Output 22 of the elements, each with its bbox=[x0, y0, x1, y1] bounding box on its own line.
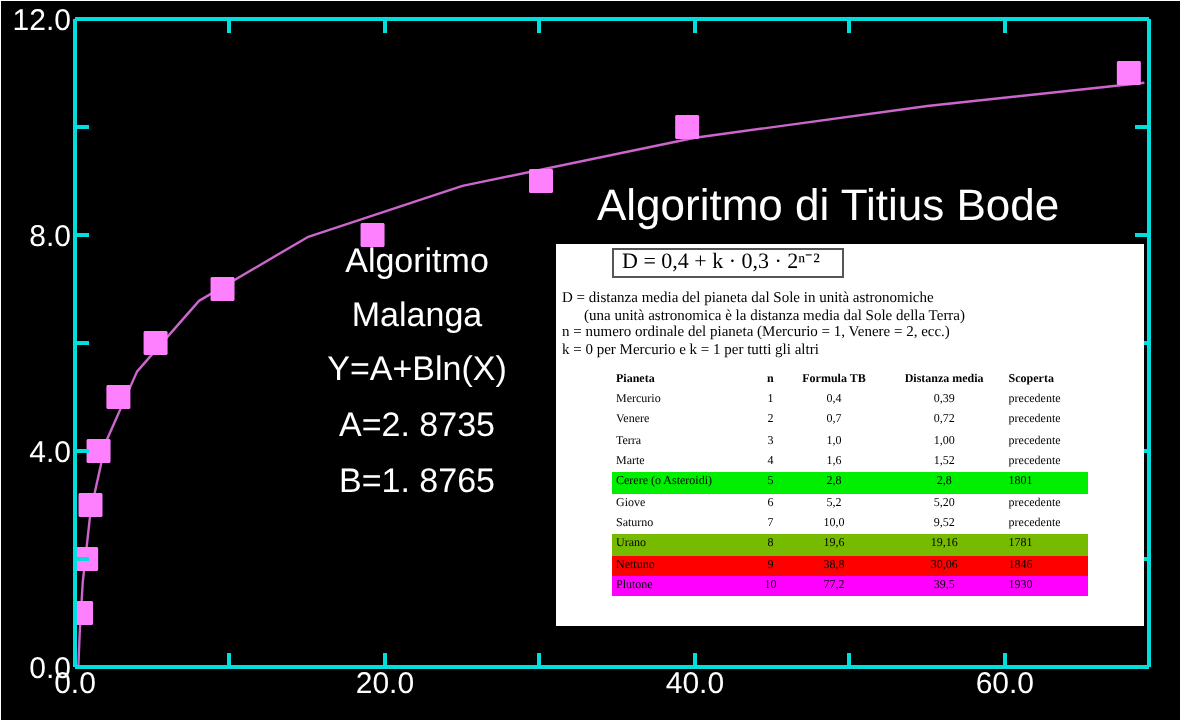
point bbox=[675, 115, 700, 139]
y-tick-label: 12.0 bbox=[12, 4, 72, 38]
point bbox=[86, 439, 111, 463]
annotation: Algoritmo di Titius Bode bbox=[597, 180, 1060, 230]
annotation: D = 0,4 + k · 0,3 · 2ⁿ⁻² bbox=[612, 248, 844, 278]
point bbox=[106, 385, 131, 409]
annotation: Y=A+Bln(X) bbox=[327, 350, 507, 388]
x-tick-label: 40.0 bbox=[665, 667, 725, 701]
x-tick-label: 20.0 bbox=[355, 667, 415, 701]
point bbox=[1116, 61, 1141, 85]
y-tick-label: 4.0 bbox=[29, 436, 72, 470]
annotation: A=2. 8735 bbox=[339, 406, 496, 444]
x-tick-label: 60.0 bbox=[975, 667, 1035, 701]
point bbox=[78, 493, 103, 517]
point bbox=[143, 331, 168, 355]
point bbox=[360, 223, 385, 247]
y-tick-label: 8.0 bbox=[29, 220, 72, 254]
annotation: B=1. 8765 bbox=[339, 462, 496, 500]
point bbox=[210, 277, 235, 301]
point bbox=[529, 169, 554, 193]
annotation: Algoritmo bbox=[345, 242, 489, 280]
annotation: Malanga bbox=[351, 296, 484, 334]
